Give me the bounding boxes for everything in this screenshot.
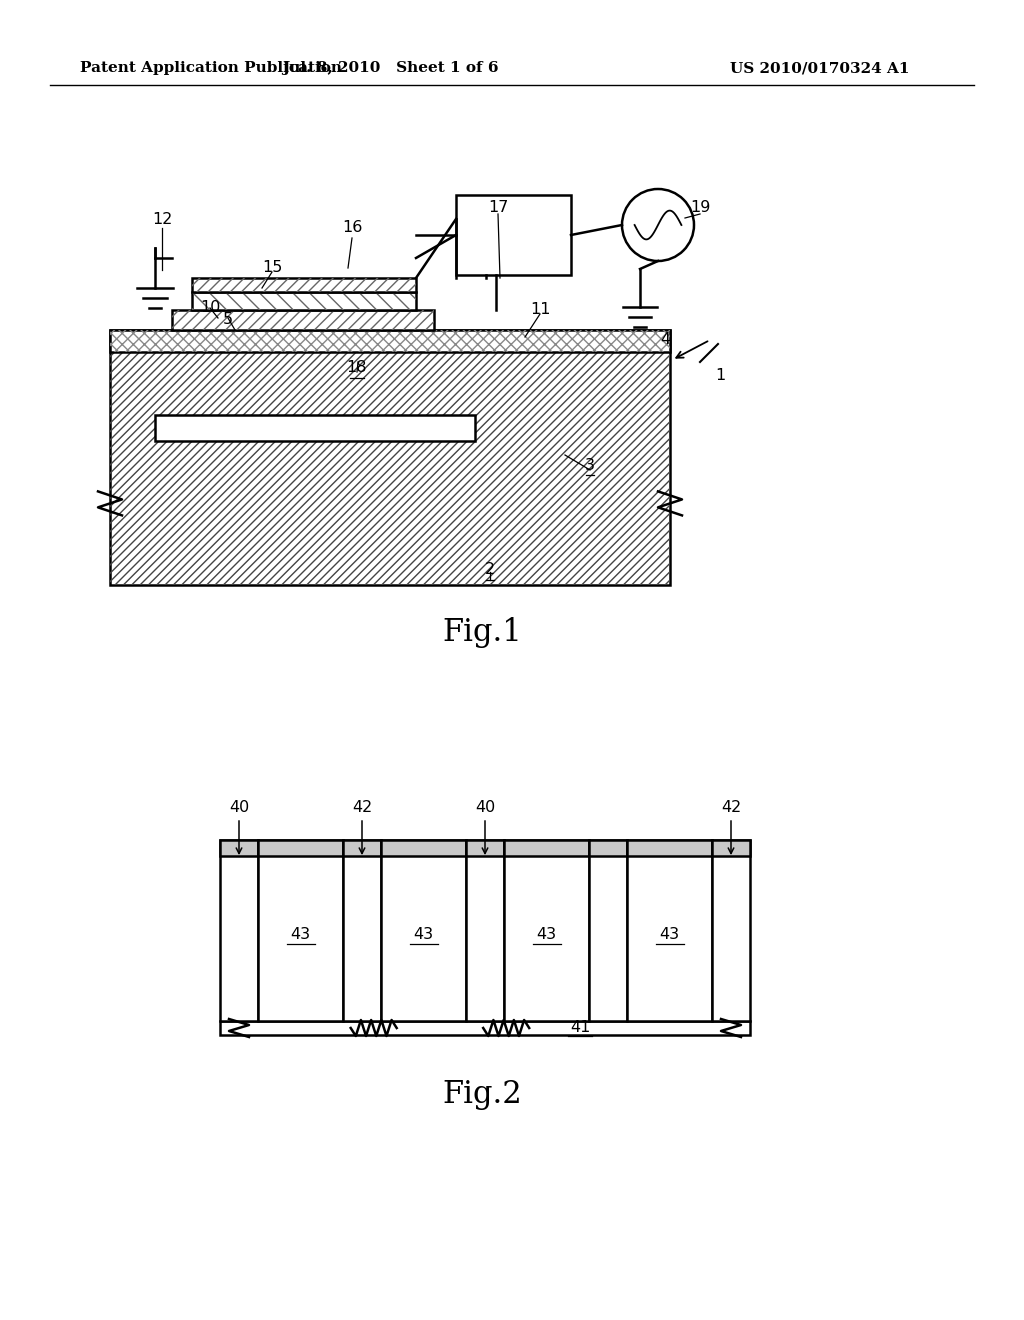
Bar: [466, 840, 504, 1020]
Bar: [193, 292, 416, 310]
Text: Jul. 8, 2010   Sheet 1 of 6: Jul. 8, 2010 Sheet 1 of 6: [282, 61, 499, 75]
Text: 43: 43: [414, 927, 433, 941]
Bar: [220, 840, 258, 855]
Bar: [155, 414, 475, 441]
Bar: [712, 840, 750, 855]
Bar: [504, 840, 589, 855]
Bar: [627, 840, 712, 855]
Bar: [343, 840, 381, 855]
Bar: [343, 840, 381, 855]
Text: 19: 19: [690, 201, 711, 215]
Bar: [589, 840, 627, 855]
Bar: [627, 840, 712, 1020]
Text: Patent Application Publication: Patent Application Publication: [80, 61, 342, 75]
Bar: [381, 840, 466, 1020]
Text: 42: 42: [352, 800, 372, 816]
Bar: [381, 840, 466, 855]
Bar: [220, 840, 258, 1020]
Text: Fig.1: Fig.1: [442, 616, 522, 648]
Text: 40: 40: [475, 800, 496, 816]
Bar: [627, 840, 712, 855]
Bar: [110, 330, 670, 585]
Bar: [172, 310, 434, 330]
Bar: [343, 840, 381, 1020]
Bar: [504, 840, 589, 1020]
Text: 12: 12: [152, 213, 172, 227]
Bar: [466, 840, 504, 855]
Bar: [220, 840, 258, 855]
Bar: [258, 840, 343, 855]
Text: 43: 43: [537, 927, 557, 941]
Text: 16: 16: [342, 220, 362, 235]
Text: 3: 3: [585, 458, 595, 473]
Bar: [712, 840, 750, 855]
Text: 17: 17: [487, 201, 508, 215]
Bar: [110, 330, 670, 352]
Text: US 2010/0170324 A1: US 2010/0170324 A1: [730, 61, 909, 75]
Text: 41: 41: [570, 1020, 591, 1035]
Bar: [466, 840, 504, 855]
Bar: [258, 840, 343, 855]
Text: 40: 40: [229, 800, 249, 816]
Text: 18: 18: [347, 360, 368, 375]
Bar: [110, 330, 670, 585]
Bar: [589, 840, 627, 1020]
Bar: [172, 310, 434, 330]
Text: 5: 5: [223, 313, 233, 327]
Text: 2: 2: [485, 562, 495, 578]
Text: 42: 42: [721, 800, 741, 816]
Text: 10: 10: [200, 301, 220, 315]
Text: Fig.2: Fig.2: [442, 1080, 522, 1110]
Bar: [193, 279, 416, 292]
Circle shape: [622, 189, 694, 261]
Bar: [589, 840, 627, 855]
Text: 15: 15: [262, 260, 283, 276]
Text: 11: 11: [529, 302, 550, 318]
Bar: [220, 1020, 750, 1035]
Bar: [193, 279, 416, 292]
Text: 43: 43: [291, 927, 310, 941]
Text: 43: 43: [659, 927, 680, 941]
Text: 4: 4: [659, 333, 670, 347]
Bar: [193, 292, 416, 310]
Bar: [712, 840, 750, 1020]
Bar: [258, 840, 343, 1020]
Bar: [381, 840, 466, 855]
Bar: [456, 195, 571, 275]
Bar: [504, 840, 589, 855]
Bar: [110, 330, 670, 352]
Text: 1: 1: [715, 367, 725, 383]
